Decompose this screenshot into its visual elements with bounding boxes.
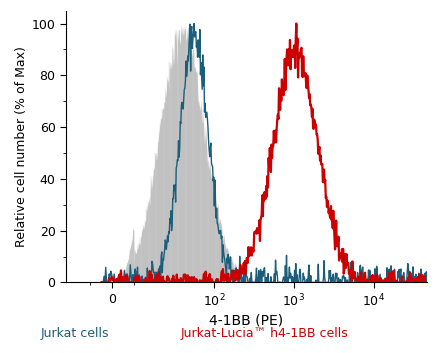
X-axis label: 4-1BB (PE): 4-1BB (PE): [209, 313, 283, 328]
Text: Jurkat cells: Jurkat cells: [40, 327, 109, 340]
Text: Jurkat-Lucia™ h4-1BB cells: Jurkat-Lucia™ h4-1BB cells: [180, 327, 348, 340]
Y-axis label: Relative cell number (% of Max): Relative cell number (% of Max): [15, 46, 28, 247]
